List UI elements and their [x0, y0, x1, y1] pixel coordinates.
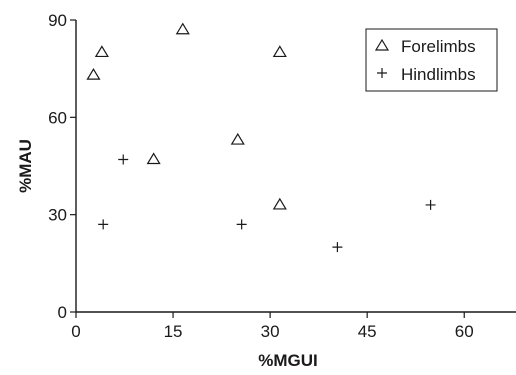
x-axis-title: %MGUI	[258, 351, 318, 370]
data-point-hindlimbs	[425, 199, 436, 210]
x-tick-label: 0	[71, 322, 80, 341]
x-tick-label: 15	[164, 322, 183, 341]
legend-label-forelimbs: Forelimbs	[401, 37, 476, 56]
data-point-forelimbs	[146, 152, 161, 165]
data-point-forelimbs	[272, 197, 287, 210]
legend-plus-icon	[377, 68, 387, 78]
data-point-hindlimbs	[236, 219, 247, 230]
y-tick-label: 0	[58, 303, 67, 322]
y-tick-label: 90	[48, 11, 67, 30]
data-point-forelimbs	[230, 132, 245, 145]
y-axis-title: %MAU	[16, 139, 35, 193]
data-point-forelimbs	[94, 45, 109, 58]
legend: Forelimbs Hindlimbs	[365, 28, 498, 92]
data-point-hindlimbs	[98, 219, 109, 230]
x-tick-label: 30	[261, 322, 280, 341]
data-point-hindlimbs	[118, 154, 129, 165]
legend-triangle-icon	[374, 38, 390, 51]
plot-area: 0 30 60 90 0 15 30 45 60	[48, 11, 516, 341]
x-tick-label: 45	[358, 322, 377, 341]
legend-label-hindlimbs: Hindlimbs	[401, 65, 476, 84]
y-tick-label: 30	[48, 206, 67, 225]
data-point-forelimbs	[272, 45, 287, 58]
y-tick-label: 60	[48, 108, 67, 127]
x-tick-label: 60	[455, 322, 474, 341]
data-point-forelimbs	[86, 67, 101, 80]
data-point-hindlimbs	[332, 242, 343, 253]
legend-box	[365, 28, 498, 92]
data-point-forelimbs	[175, 22, 190, 35]
